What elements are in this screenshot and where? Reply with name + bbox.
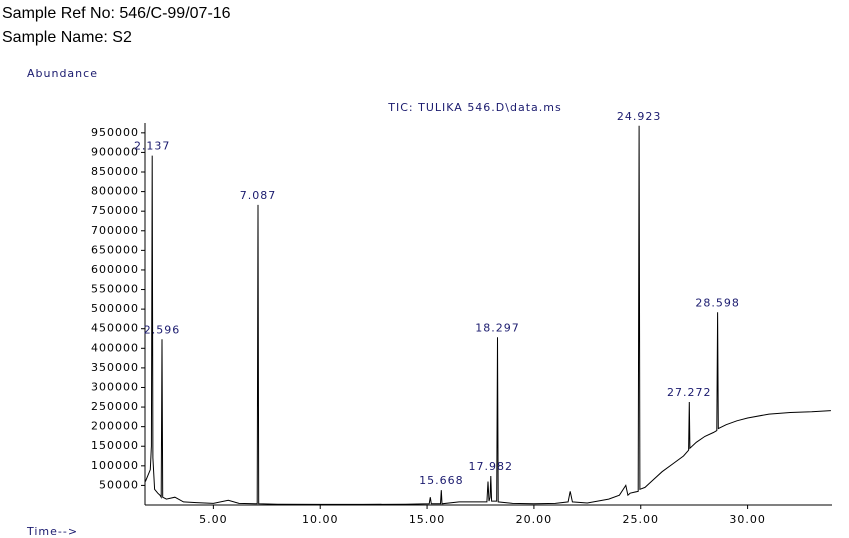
y-tick-label: 900000 bbox=[91, 145, 139, 158]
x-tick-label: 5.00 bbox=[199, 513, 228, 526]
x-tick-label: 25.00 bbox=[623, 513, 660, 526]
x-tick-label: 30.00 bbox=[729, 513, 766, 526]
y-tick-label: 250000 bbox=[91, 400, 139, 413]
peak-label: 2.596 bbox=[144, 323, 181, 336]
peak-label: 17.982 bbox=[469, 460, 514, 473]
y-tick-label: 650000 bbox=[91, 243, 139, 256]
x-tick-label: 10.00 bbox=[302, 513, 339, 526]
x-tick-label: 20.00 bbox=[516, 513, 553, 526]
y-tick-label: 750000 bbox=[91, 204, 139, 217]
y-tick-label: 200000 bbox=[91, 420, 139, 433]
y-tick-label: 950000 bbox=[91, 126, 139, 139]
y-tick-label: 100000 bbox=[91, 459, 139, 472]
y-axis-label: Abundance bbox=[27, 67, 98, 80]
y-tick-label: 550000 bbox=[91, 283, 139, 296]
peak-label: 28.598 bbox=[695, 296, 740, 309]
y-tick-label: 450000 bbox=[91, 322, 139, 335]
peak-label: 18.297 bbox=[475, 321, 520, 334]
peak-label: 27.272 bbox=[667, 386, 712, 399]
x-tick-label: 15.00 bbox=[409, 513, 446, 526]
y-tick-label: 350000 bbox=[91, 361, 139, 374]
y-tick-label: 50000 bbox=[99, 478, 139, 491]
y-tick-label: 500000 bbox=[91, 302, 139, 315]
y-tick-label: 850000 bbox=[91, 165, 139, 178]
y-tick-label: 800000 bbox=[91, 185, 139, 198]
y-tick-label: 700000 bbox=[91, 224, 139, 237]
peak-label: 7.087 bbox=[240, 189, 277, 202]
peak-label: 15.668 bbox=[419, 474, 464, 487]
peak-label: 2.137 bbox=[134, 140, 171, 153]
y-tick-label: 600000 bbox=[91, 263, 139, 276]
y-tick-label: 400000 bbox=[91, 341, 139, 354]
chart-title: TIC: TULIKA 546.D\data.ms bbox=[387, 101, 561, 114]
sample-name: Sample Name: S2 bbox=[2, 29, 132, 46]
sample-ref: Sample Ref No: 546/C-99/07-16 bbox=[2, 5, 231, 22]
y-tick-label: 150000 bbox=[91, 439, 139, 452]
peak-label: 24.923 bbox=[617, 110, 662, 123]
x-axis-label: Time--> bbox=[26, 525, 78, 538]
y-tick-label: 300000 bbox=[91, 380, 139, 393]
trace bbox=[144, 125, 831, 505]
